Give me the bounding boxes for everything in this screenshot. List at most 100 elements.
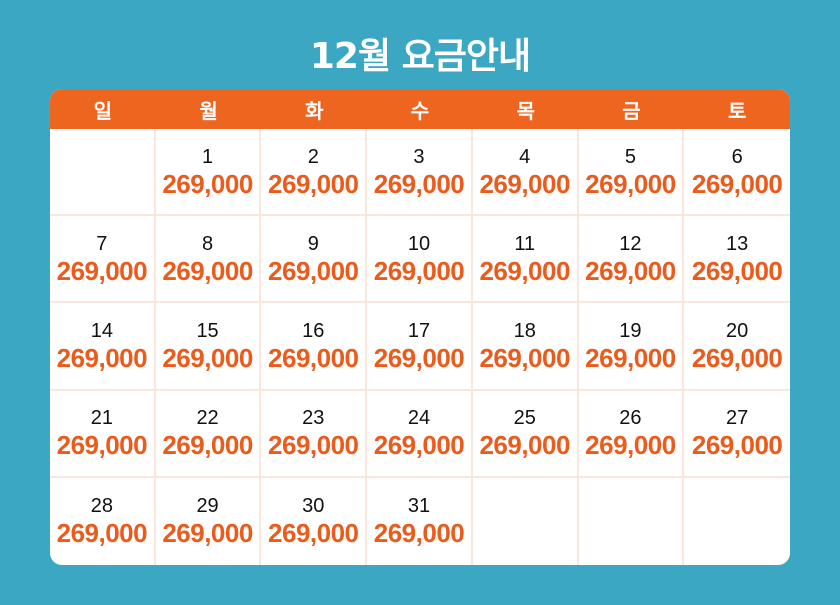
day-number: 24	[407, 407, 431, 430]
calendar-day-cell[interactable]: 14 269,000	[50, 303, 156, 391]
calendar-day-cell[interactable]: 5 269,000	[578, 129, 685, 217]
day-price: 269,000	[162, 168, 253, 199]
calendar-day-cell[interactable]: 27 269,000	[684, 391, 790, 478]
weekday-label: 금	[622, 98, 641, 123]
day-price: 269,000	[585, 342, 676, 373]
day-price: 269,000	[585, 255, 676, 286]
day-number: 22	[196, 407, 219, 430]
day-number: 9	[307, 232, 319, 255]
calendar-day-cell[interactable]: 6 269,000	[684, 129, 790, 217]
day-price: 269,000	[373, 342, 465, 373]
calendar-day-cell[interactable]: 8 269,000	[155, 216, 262, 304]
day-number: 26	[619, 407, 642, 430]
weekday-label: 월	[199, 98, 218, 123]
day-price: 269,000	[268, 342, 359, 373]
day-number: 10	[407, 232, 431, 255]
day-price: 269,000	[691, 430, 783, 461]
page-title: 12월 요금안내	[309, 36, 531, 77]
calendar-day-cell[interactable]: 22 269,000	[155, 390, 262, 478]
calendar-day-cell[interactable]: 4 269,000	[472, 129, 579, 217]
day-price: 269,000	[373, 430, 465, 461]
day-price: 269,000	[268, 430, 359, 461]
calendar-day-cell[interactable]: 9 269,000	[261, 216, 368, 304]
day-number: 27	[726, 407, 749, 430]
day-price: 269,000	[162, 342, 253, 373]
calendar-day-cell[interactable]: 23 269,000	[261, 390, 368, 478]
calendar-day-cell[interactable]: 31 269,000	[367, 477, 473, 565]
day-price: 269,000	[691, 255, 783, 286]
day-price: 269,000	[691, 342, 783, 373]
day-number: 1	[202, 145, 214, 168]
day-price: 269,000	[56, 255, 148, 286]
calendar-day-cell[interactable]: 26 269,000	[578, 390, 685, 478]
weekday-label: 화	[305, 98, 324, 123]
day-price: 269,000	[162, 518, 253, 549]
day-price: 269,000	[691, 168, 783, 199]
calendar-day-cell[interactable]: 10 269,000	[367, 216, 473, 304]
day-number: 21	[90, 407, 113, 430]
day-number: 16	[302, 319, 325, 342]
calendar-day-cell[interactable]: 2 269,000	[261, 129, 368, 217]
day-number: 18	[513, 319, 536, 342]
calendar-day-cell[interactable]: 12 269,000	[578, 216, 685, 304]
day-price: 269,000	[479, 255, 570, 286]
calendar-day-cell[interactable]: 20 269,000	[684, 303, 790, 391]
day-number: 11	[514, 232, 536, 255]
day-number: 13	[726, 232, 749, 255]
day-number: 3	[413, 145, 425, 168]
calendar-day-cell[interactable]: 25 269,000	[472, 390, 579, 478]
day-number: 19	[619, 319, 642, 342]
day-price: 269,000	[56, 342, 148, 373]
empty-day-cell	[50, 129, 156, 217]
day-number: 23	[302, 407, 325, 430]
day-price: 269,000	[373, 168, 465, 199]
day-price: 269,000	[585, 168, 676, 199]
day-price: 269,000	[268, 255, 359, 286]
day-number: 31	[407, 495, 431, 518]
day-price: 269,000	[585, 430, 676, 461]
calendar-day-cell[interactable]: 17 269,000	[367, 303, 473, 391]
day-price: 269,000	[56, 518, 148, 549]
day-price: 269,000	[56, 430, 148, 461]
weekday-label: 목	[516, 98, 535, 123]
calendar-day-cell[interactable]: 11 269,000	[472, 216, 579, 304]
day-number: 25	[513, 407, 536, 430]
weekday-label: 일	[93, 98, 113, 123]
calendar-day-cell[interactable]: 24 269,000	[367, 390, 473, 478]
day-number: 6	[731, 145, 743, 168]
day-price: 269,000	[479, 168, 570, 199]
day-price: 269,000	[162, 255, 253, 286]
calendar-day-cell[interactable]: 19 269,000	[578, 303, 685, 391]
day-number: 17	[407, 319, 431, 342]
calendar-day-cell[interactable]: 30 269,000	[261, 477, 368, 565]
day-number: 14	[90, 319, 113, 342]
empty-day-cell	[473, 477, 579, 565]
calendar-day-cell[interactable]: 28 269,000	[50, 477, 156, 565]
calendar-day-cell[interactable]: 3 269,000	[367, 129, 473, 217]
empty-day-cell	[684, 478, 790, 565]
calendar-day-cell[interactable]: 15 269,000	[155, 303, 262, 391]
day-number: 8	[202, 232, 214, 255]
calendar-day-cell[interactable]: 1 269,000	[155, 129, 262, 217]
empty-day-cell	[579, 477, 685, 565]
weekday-label: 수	[410, 98, 430, 123]
calendar-day-cell[interactable]: 16 269,000	[261, 303, 368, 391]
calendar-day-cell[interactable]: 7 269,000	[50, 216, 156, 304]
day-number: 5	[624, 145, 636, 168]
day-number: 15	[196, 319, 219, 342]
calendar-day-cell[interactable]: 13 269,000	[684, 216, 790, 304]
day-price: 269,000	[373, 518, 465, 549]
calendar-day-cell[interactable]: 29 269,000	[156, 477, 262, 565]
calendar-day-cell[interactable]: 21 269,000	[50, 390, 156, 478]
day-number: 12	[619, 232, 642, 255]
day-price: 269,000	[268, 518, 359, 549]
day-number: 7	[96, 232, 108, 255]
day-price: 269,000	[373, 255, 465, 286]
day-number: 2	[307, 145, 319, 168]
day-number: 29	[196, 495, 219, 518]
day-price: 269,000	[479, 430, 570, 461]
calendar-grid: 1 269,000 2 269,000 3 269,000 4 269,000 5 269,000…	[50, 129, 790, 565]
calendar-day-cell[interactable]: 18 269,000	[472, 303, 579, 391]
